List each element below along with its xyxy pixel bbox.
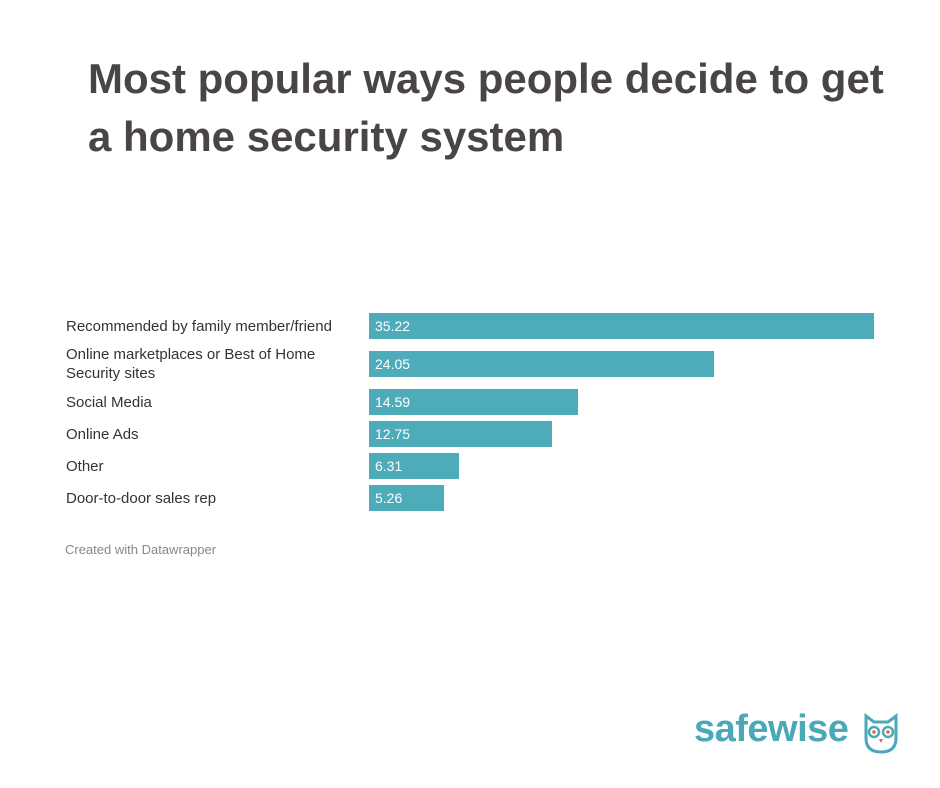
value-label: 24.05 bbox=[375, 356, 411, 372]
value-label: 6.31 bbox=[375, 458, 403, 474]
bar-row: Online marketplaces or Best of Home Secu… bbox=[66, 345, 876, 383]
bar-row: Door-to-door sales rep 5.26 bbox=[66, 485, 876, 511]
bar: 5.26 bbox=[369, 485, 445, 511]
category-label: Online marketplaces or Best of Home Secu… bbox=[66, 346, 316, 382]
logo-icon bbox=[864, 713, 898, 754]
bar-row: Recommended by family member/friend 35.22 bbox=[66, 313, 876, 339]
value-label: 12.75 bbox=[375, 426, 411, 442]
bar: 35.22 bbox=[369, 313, 874, 339]
footer: Created with Datawrapper bbox=[65, 542, 217, 557]
bar-row: Social Media 14.59 bbox=[66, 389, 876, 415]
bar: 12.75 bbox=[369, 421, 552, 447]
logo: safewise bbox=[694, 708, 849, 750]
category-label: Social Media bbox=[66, 393, 152, 411]
category-label: Recommended by family member/friend bbox=[66, 317, 332, 335]
category-label: Door-to-door sales rep bbox=[66, 489, 217, 507]
value-label: 35.22 bbox=[375, 318, 411, 334]
category-label: Other bbox=[66, 457, 104, 475]
bar-row: Other 6.31 bbox=[66, 453, 876, 479]
value-label: 5.26 bbox=[375, 490, 403, 506]
category-label: Online Ads bbox=[66, 425, 139, 443]
chart-title: Most popular ways people decide to get a… bbox=[88, 55, 884, 160]
bar: 14.59 bbox=[369, 389, 579, 415]
bar: 24.05 bbox=[369, 351, 714, 377]
bar: 6.31 bbox=[369, 453, 460, 479]
bar-row: Online Ads 12.75 bbox=[66, 421, 876, 447]
plot: Recommended by family member/friend 35.22… bbox=[66, 313, 876, 511]
value-label: 14.59 bbox=[375, 394, 411, 410]
